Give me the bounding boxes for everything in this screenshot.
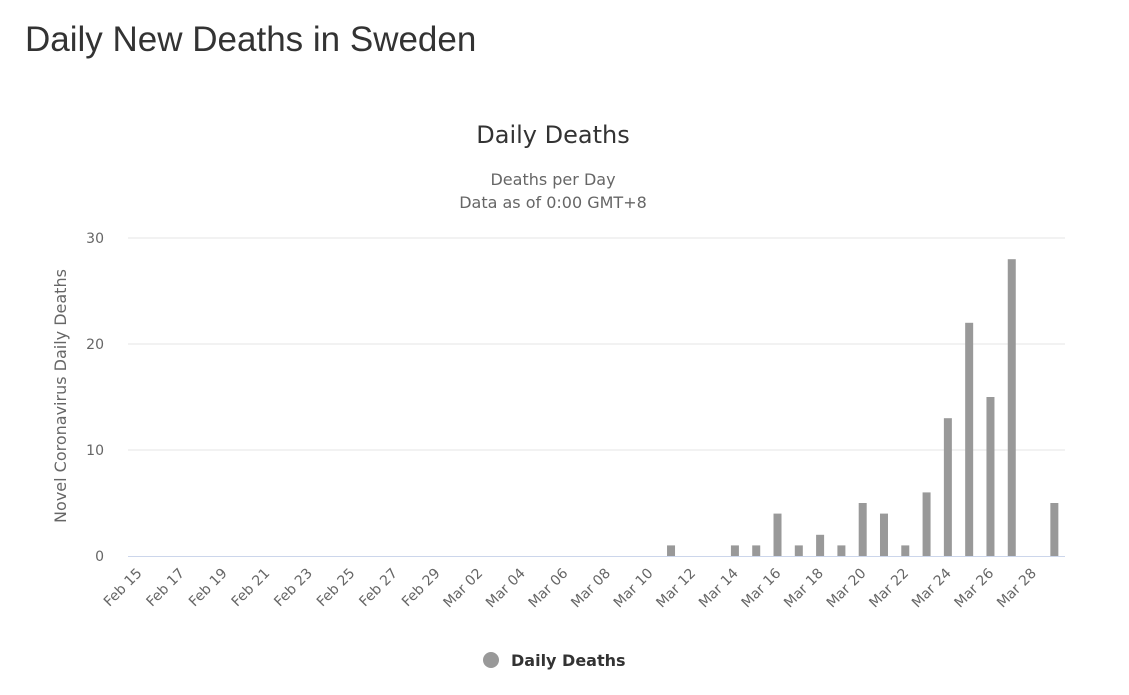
x-tick-label: Mar 04 (483, 565, 529, 611)
x-tick-label: Feb 29 (399, 566, 444, 611)
x-tick-label: Mar 12 (653, 566, 699, 612)
bar[interactable] (730, 545, 739, 556)
x-tick-label: Mar 28 (994, 566, 1040, 612)
bar[interactable] (879, 513, 888, 556)
page-title: Daily New Deaths in Sweden (25, 20, 477, 59)
legend-label[interactable]: Daily Deaths (511, 651, 626, 670)
x-tick-label: Mar 20 (824, 566, 870, 612)
bar[interactable] (943, 418, 952, 556)
chart-subtitle-line-2: Data as of 0:00 GMT+8 (459, 193, 647, 212)
chart-title: Daily Deaths (476, 121, 629, 149)
x-tick-label: Mar 16 (739, 565, 785, 611)
y-tick-label: 30 (86, 231, 104, 247)
x-tick-label: Feb 15 (101, 566, 146, 611)
bar[interactable] (901, 545, 910, 556)
x-tick-label: Mar 08 (568, 566, 614, 612)
x-tick-label: Feb 25 (314, 566, 359, 611)
bar[interactable] (965, 322, 974, 556)
bar[interactable] (1007, 259, 1016, 556)
bar[interactable] (1050, 503, 1059, 556)
x-tick-label: Mar 26 (952, 565, 998, 611)
bar[interactable] (667, 545, 676, 556)
x-tick-label: Feb 27 (356, 566, 401, 611)
x-tick-label: Mar 22 (866, 566, 912, 612)
bar[interactable] (816, 534, 825, 556)
y-axis-label: Novel Coronavirus Daily Deaths (51, 269, 70, 523)
bar[interactable] (794, 545, 803, 556)
x-tick-label: Mar 18 (781, 566, 827, 612)
bars (667, 259, 1059, 556)
y-tick-label: 0 (95, 549, 104, 565)
legend[interactable]: Daily Deaths (483, 651, 626, 670)
x-tick-label: Feb 17 (143, 566, 188, 611)
x-tick-label: Mar 10 (611, 566, 657, 612)
gridlines (128, 237, 1065, 451)
x-tick-label: Mar 06 (526, 565, 572, 611)
bar[interactable] (752, 545, 761, 556)
y-tick-label: 10 (86, 443, 104, 459)
bar[interactable] (922, 492, 931, 556)
bar[interactable] (773, 513, 782, 556)
x-tick-label: Feb 19 (186, 566, 231, 611)
x-tick-label: Mar 14 (696, 565, 742, 611)
x-tick-label: Mar 02 (440, 566, 486, 612)
x-tick-label: Feb 21 (229, 566, 274, 611)
bar[interactable] (986, 397, 995, 556)
bar[interactable] (837, 545, 846, 556)
x-tick-label: Feb 23 (271, 566, 316, 611)
y-axis-ticks: 0 10 20 30 (86, 231, 104, 565)
chart-subtitle-line-1: Deaths per Day (490, 170, 615, 189)
bar[interactable] (858, 503, 867, 556)
legend-marker-icon (483, 652, 499, 668)
x-tick-label: Mar 24 (909, 565, 955, 611)
y-tick-label: 20 (86, 337, 104, 353)
